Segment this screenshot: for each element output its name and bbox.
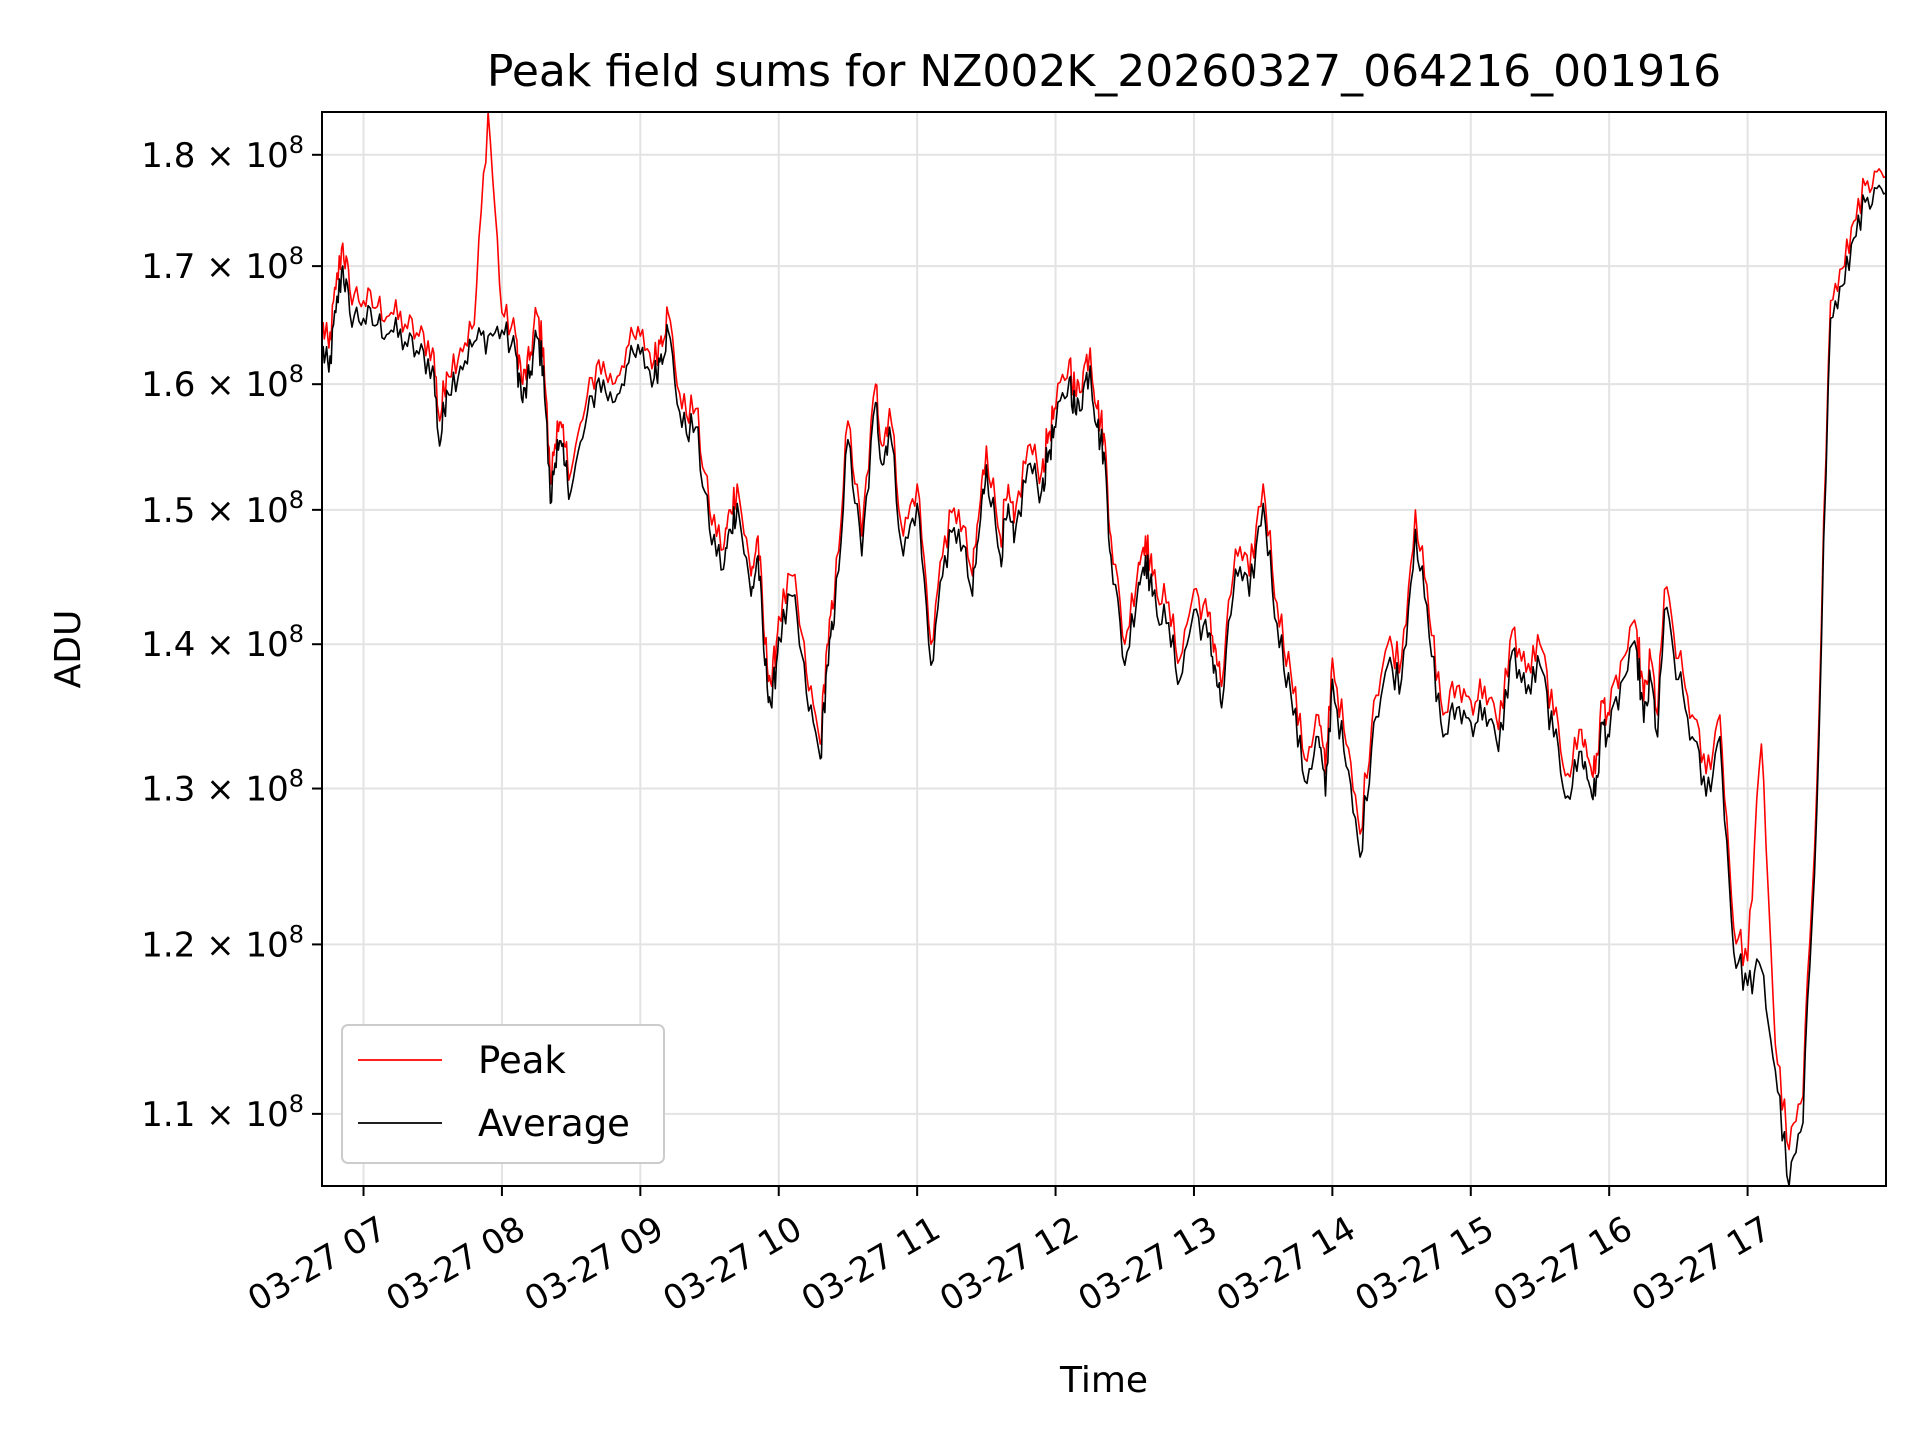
legend-label-peak: Peak	[478, 1039, 566, 1082]
y-tick-label: 1.2 × 108	[141, 920, 304, 965]
y-tick-label: 1.3 × 108	[141, 765, 304, 810]
plot-frame	[321, 111, 1887, 1187]
y-tick-label: 1.7 × 108	[141, 242, 304, 287]
y-tick-label: 1.4 × 108	[141, 620, 304, 665]
series-layer	[321, 111, 1887, 1187]
y-tick-label: 1.1 × 108	[141, 1090, 304, 1135]
y-axis-label: ADU	[48, 610, 89, 689]
x-axis-label: Time	[1059, 1360, 1148, 1401]
legend-label-average: Average	[478, 1102, 630, 1145]
y-tick-label: 1.6 × 108	[141, 360, 304, 405]
legend: Peak Average	[341, 1024, 665, 1164]
y-tick-label: 1.8 × 108	[141, 131, 304, 176]
series-average-line	[321, 184, 1887, 1187]
series-peak-line	[321, 111, 1887, 1151]
chart-title: Peak field sums for NZ002K_20260327_0642…	[487, 46, 1721, 97]
y-tick-label: 1.5 × 108	[141, 486, 304, 531]
y-axis: 1.1 × 108 1.2 × 108 1.3 × 108 1.4 × 108 1.5 …	[141, 131, 322, 1135]
